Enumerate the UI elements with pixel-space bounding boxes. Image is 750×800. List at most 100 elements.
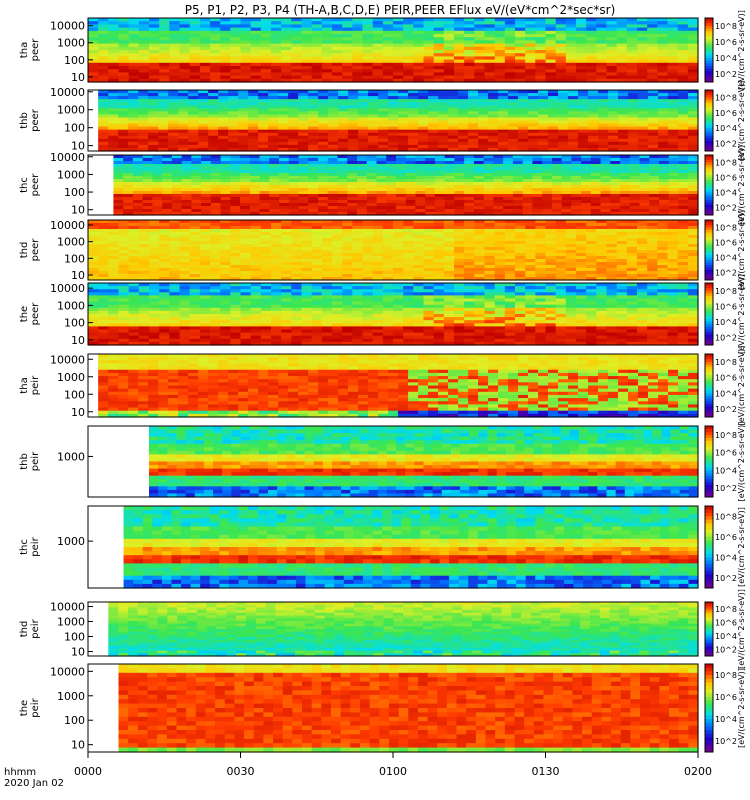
colorbar-step	[705, 361, 713, 365]
colorbar-step	[705, 210, 713, 213]
colorbar-step	[705, 314, 713, 318]
colorbar-step	[705, 604, 713, 607]
colorbar-frame	[704, 663, 714, 753]
time-axis: 0000 0030 0100 0130 0200	[74, 752, 712, 778]
colorbar-step	[705, 148, 713, 152]
colorbar-step	[705, 342, 713, 346]
colorbar-step	[705, 557, 713, 562]
colorbar-step	[705, 110, 713, 114]
colorbar: 10^2 10^4 10^6 10^8 [eV/(cm^2-s-sr-eV)]	[704, 505, 746, 589]
colorbar-label: [eV/(cm^2-s-sr-eV)]	[737, 81, 746, 161]
colorbar-step	[705, 133, 713, 137]
colorbar-step	[705, 285, 713, 289]
colorbar-step	[705, 18, 713, 22]
panel-label-probe: tha	[19, 42, 30, 58]
y-tick-label: 1000	[57, 450, 85, 463]
colorbar-step	[705, 167, 713, 171]
colorbar-step	[705, 95, 713, 99]
colorbar-tick-label: 10^2	[715, 574, 737, 583]
colorbar-tick-label: 10^8	[715, 94, 737, 103]
y-tick-label: 10000	[50, 353, 85, 366]
colorbar-step	[705, 283, 713, 287]
colorbar-step	[705, 359, 713, 363]
y-ticks: 10 100 1000 10000	[50, 282, 93, 347]
colorbar-step	[705, 200, 713, 203]
colorbar-step	[705, 165, 713, 168]
colorbar-step	[705, 631, 713, 634]
y-tick-label: 10000	[50, 86, 85, 99]
colorbar-label: [eV/(cm^2-s-sr-eV)]	[737, 10, 746, 90]
colorbar-step	[705, 602, 713, 605]
colorbar-step	[705, 482, 713, 486]
y-tick-label: 10	[71, 739, 85, 752]
colorbar-step	[705, 79, 713, 83]
colorbar-tick-label: 10^4	[715, 254, 737, 263]
colorbar-tick-label: 10^2	[715, 269, 737, 278]
colorbar-step	[705, 708, 713, 713]
colorbar-step	[705, 414, 713, 418]
colorbar-step	[705, 671, 713, 676]
colorbar-step	[705, 207, 713, 211]
colorbar-tick-label: 10^8	[715, 287, 737, 296]
colorbar-step	[705, 611, 713, 614]
colorbar-step	[705, 516, 713, 521]
panel-frame	[87, 17, 699, 83]
y-tick-label: 10000	[50, 601, 85, 614]
colorbar-tick-label: 10^8	[715, 431, 737, 440]
colorbar-step	[705, 446, 713, 451]
colorbar-step	[705, 406, 713, 410]
colorbar: 10^2 10^4 10^6 10^8 [eV/(cm^2-s-sr-eV)]	[704, 274, 746, 354]
colorbar-step	[705, 242, 713, 246]
colorbar-step	[705, 44, 713, 48]
colorbar-step	[705, 675, 713, 680]
colorbar-step	[705, 123, 713, 127]
spectrogram-cells	[88, 283, 699, 346]
panel-label-probe: the	[19, 700, 30, 716]
colorbar-step	[705, 428, 713, 433]
panel-label-product: peir	[30, 618, 41, 638]
panel-thb-peir: 1000 thb peir 10^2 10^4 10^6 10^8 [eV/(cm^2-s-s…	[19, 422, 746, 502]
colorbar-tick-label: 10^4	[715, 189, 737, 198]
colorbar-tick-label: 10^2	[715, 737, 737, 746]
y-tick-label: 100	[64, 54, 85, 67]
colorbar-step	[705, 66, 713, 70]
panel-frame	[87, 505, 699, 589]
colorbar-step	[705, 290, 713, 294]
colorbar-step	[705, 232, 713, 236]
colorbar-step	[705, 145, 713, 149]
panel-label-product: peer	[30, 238, 41, 262]
colorbar-step	[705, 434, 713, 439]
panel-label-product: peir	[30, 375, 41, 395]
colorbar-step	[705, 615, 713, 619]
colorbar-tick-label: 10^6	[715, 533, 737, 542]
colorbar-step	[705, 197, 713, 201]
colorbar-step	[705, 130, 713, 134]
colorbar-step	[705, 288, 713, 292]
colorbar-step	[705, 377, 713, 381]
colorbar: 10^2 10^4 10^6 10^8 [eV/(cm^2-s-sr-eV)]	[704, 589, 746, 669]
colorbar-step	[705, 227, 713, 231]
colorbar-frame	[704, 505, 714, 589]
colorbar-step	[705, 272, 713, 276]
colorbar-step	[705, 42, 713, 46]
colorbar-step	[705, 252, 713, 256]
colorbar-step	[705, 115, 713, 119]
colorbar-step	[705, 608, 713, 612]
colorbar: 10^2 10^4 10^6 10^8 [eV/(cm^2-s-sr-eV)]	[704, 422, 746, 501]
colorbar-tick-label: 10^4	[715, 389, 737, 398]
x-tick-label: 0030	[227, 765, 255, 778]
colorbar-step	[705, 112, 713, 116]
colorbar-tick-label: 10^4	[715, 318, 737, 327]
colorbar-step	[705, 356, 713, 360]
colorbar-tick-label: 10^4	[715, 54, 737, 63]
colorbar-step	[705, 102, 713, 106]
colorbar-step	[705, 574, 713, 579]
colorbar-step	[705, 452, 713, 457]
colorbar-step	[705, 55, 713, 59]
x-tick-label: 0100	[379, 765, 407, 778]
colorbar-tick-label: 10^6	[715, 239, 737, 248]
colorbar-tick-label: 10^2	[715, 204, 737, 213]
colorbar-step	[705, 270, 713, 273]
colorbar-step	[705, 550, 713, 555]
colorbar-step	[705, 128, 713, 132]
